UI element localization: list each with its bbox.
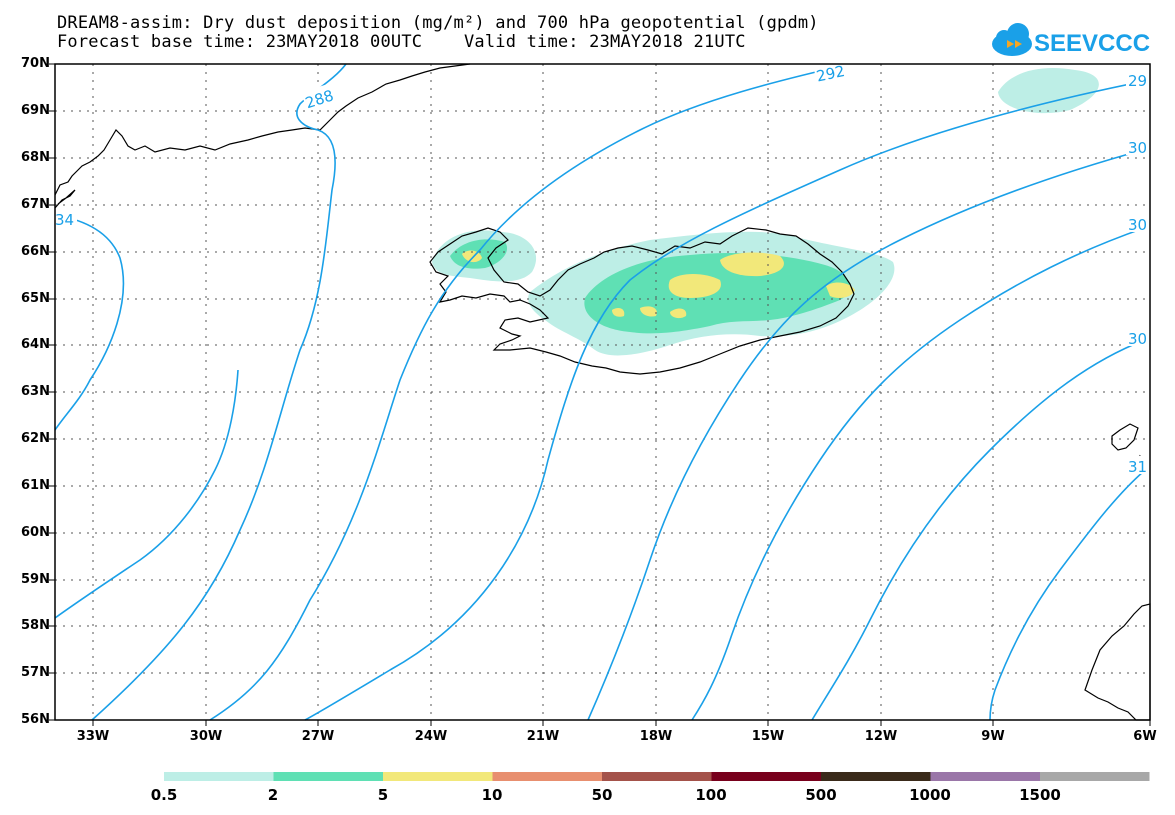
lon-label: 33W [76,729,110,744]
chart-title: DREAM8-assim: Dry dust deposition (mg/m²… [57,13,819,33]
contour-label: 34 [55,211,74,229]
lat-label: 65N [21,291,50,306]
contour-label: 288 [303,86,336,112]
contour-292 [209,63,851,721]
lon-label: 24W [414,729,448,744]
lat-label: 67N [21,197,50,212]
colorbar-label: 500 [805,786,837,804]
lon-label: 27W [301,729,335,744]
cloud-forward-icon [992,23,1032,56]
lat-label: 69N [21,103,50,118]
contour-288 [91,63,347,721]
dust-field-yellow-7 [612,308,625,317]
dust-field-yellow-3 [826,282,855,298]
contour-label: 292 [815,62,847,86]
contour-296 [304,79,1151,721]
contour-304-west [54,369,239,619]
lon-label: 15W [751,729,785,744]
lat-label: 57N [21,665,50,680]
lat-label: 66N [21,244,50,259]
contour-label: 31 [1128,458,1147,476]
greenland-east-fringe [54,189,76,209]
lat-label: 61N [21,478,50,493]
geopotential-contours [54,63,1151,721]
lon-label: 9W [981,729,1005,744]
contour-label: 30 [1128,139,1147,157]
lat-label: 56N [21,712,50,727]
greenland-coast [54,63,471,196]
contour-312 [989,465,1151,721]
dust-field-northeast [998,68,1099,114]
chart-subtitle: Forecast base time: 23MAY2018 00UTC Vali… [57,32,746,52]
lon-label: 21W [526,729,560,744]
coastlines [54,63,1151,721]
colorbar-label: 2 [267,786,279,804]
colorbar [164,772,1150,781]
faroe-coast [1111,423,1139,451]
lat-label: 62N [21,431,50,446]
lat-label: 70N [21,56,50,71]
colorbar-label: 100 [695,786,727,804]
lat-label: 64N [21,337,50,352]
contour-300c [811,337,1151,721]
dust-deposition-fields [432,68,1099,356]
colorbar-label: 10 [481,786,503,804]
dust-field-yellow-2 [668,274,721,298]
contour-label: 30 [1128,216,1147,234]
colorbar-label: 1000 [909,786,951,804]
lon-label: 30W [189,729,223,744]
scotland-coast [1084,603,1151,721]
colorbar-label: 0.5 [150,786,178,804]
contour-300b [691,225,1151,721]
lat-label: 63N [21,384,50,399]
contour-label: 29 [1128,72,1147,90]
map-frame [54,63,1151,721]
logo-text: SEEVCCC [1034,30,1150,57]
lon-label: 12W [864,729,898,744]
dust-field-yellow-5 [640,306,657,317]
seevccc-logo: SEEVCCC [992,23,1150,57]
lat-label: 59N [21,572,50,587]
lat-label: 58N [21,618,50,633]
lon-label: 18W [639,729,673,744]
colorbar-label: 50 [591,786,613,804]
contour-300a [587,147,1151,721]
tick-marks [49,63,1151,726]
lat-label: 68N [21,150,50,165]
contour-284 [54,214,125,431]
colorbar-label: 1500 [1019,786,1061,804]
dust-field-yellow-6 [670,308,687,319]
iceland-coast [429,227,855,375]
colorbar-label: 5 [377,786,389,804]
graticule [55,64,1150,720]
lon-label: 6W [1133,729,1157,744]
contour-label: 30 [1128,330,1147,348]
lat-label: 60N [21,525,50,540]
dust-field-yellow-1 [720,252,784,277]
